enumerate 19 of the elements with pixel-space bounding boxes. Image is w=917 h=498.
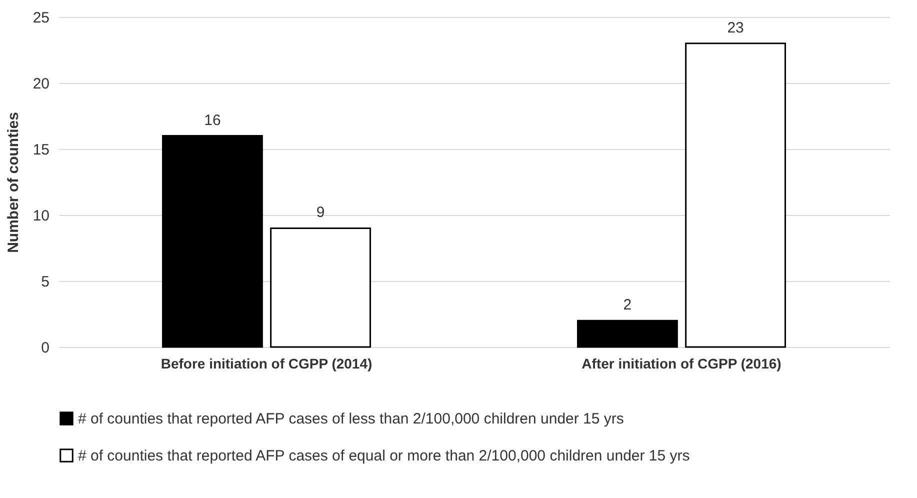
- y-tick-label: 25: [32, 10, 50, 26]
- bar: [162, 135, 263, 348]
- x-tick-label: Before initiation of CGPP (2014): [160, 356, 372, 372]
- bar: [270, 227, 371, 348]
- legend-label: # of counties that reported AFP cases of less than 2/100,000 children under 15 yrs: [78, 410, 624, 428]
- y-tick-label: 0: [41, 340, 50, 356]
- y-tick-label: 15: [32, 142, 50, 158]
- legend-label: # of counties that reported AFP cases of equal or more than 2/100,000 children under 15 yrs: [78, 448, 690, 464]
- data-label: 16: [204, 112, 221, 129]
- y-tick-label: 10: [32, 208, 50, 224]
- data-label: 23: [727, 19, 744, 36]
- data-label: 2: [623, 296, 632, 314]
- y-tick-label: 20: [32, 76, 50, 92]
- y-axis-title: Number of counties: [4, 112, 22, 253]
- data-label: 9: [316, 204, 325, 222]
- x-tick-label: After initiation of CGPP (2016): [582, 356, 782, 372]
- bar: [577, 320, 678, 348]
- bar: [685, 42, 786, 348]
- y-tick-label: 5: [41, 274, 50, 290]
